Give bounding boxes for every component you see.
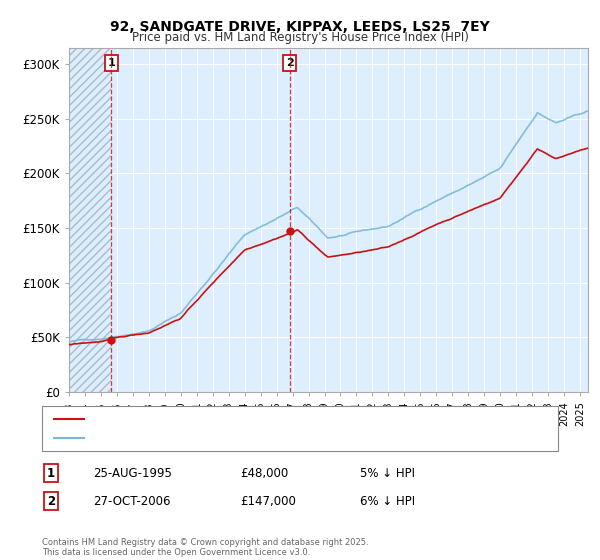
Text: 2: 2: [286, 58, 293, 68]
Text: 6% ↓ HPI: 6% ↓ HPI: [360, 494, 415, 508]
Text: Contains HM Land Registry data © Crown copyright and database right 2025.
This d: Contains HM Land Registry data © Crown c…: [42, 538, 368, 557]
Text: £48,000: £48,000: [240, 466, 288, 480]
Text: 2: 2: [47, 494, 55, 508]
Text: Price paid vs. HM Land Registry's House Price Index (HPI): Price paid vs. HM Land Registry's House …: [131, 31, 469, 44]
Text: £147,000: £147,000: [240, 494, 296, 508]
Text: 27-OCT-2006: 27-OCT-2006: [93, 494, 170, 508]
Text: 92, SANDGATE DRIVE, KIPPAX, LEEDS, LS25  7EY: 92, SANDGATE DRIVE, KIPPAX, LEEDS, LS25 …: [110, 20, 490, 34]
Text: 5% ↓ HPI: 5% ↓ HPI: [360, 466, 415, 480]
Bar: [69, 48, 112, 392]
Text: 1: 1: [47, 466, 55, 480]
Text: HPI: Average price, semi-detached house, Leeds: HPI: Average price, semi-detached house,…: [90, 433, 355, 444]
Text: 25-AUG-1995: 25-AUG-1995: [93, 466, 172, 480]
Text: 1: 1: [107, 58, 115, 68]
Text: 92, SANDGATE DRIVE, KIPPAX, LEEDS, LS25 7EY (semi-detached house): 92, SANDGATE DRIVE, KIPPAX, LEEDS, LS25 …: [90, 413, 482, 423]
